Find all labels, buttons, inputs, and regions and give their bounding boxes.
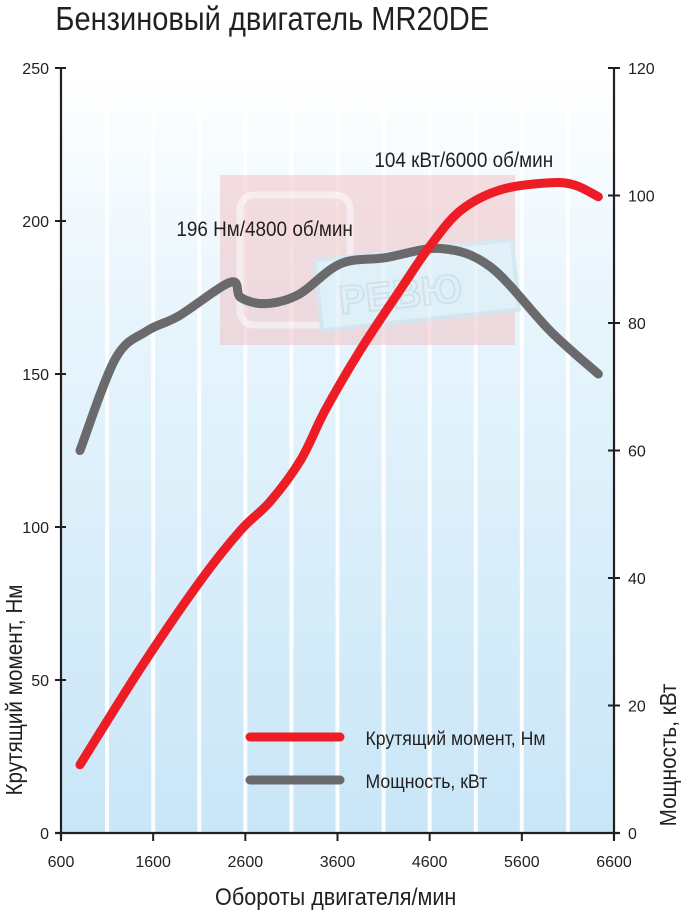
x-tick-label: 1600 [135,854,171,871]
legend: Крутящий момент, Нм Мощность, кВт [245,727,545,792]
y-axis-label-left: Крутящий момент, Нм [1,584,27,795]
legend-label-power: Мощность, кВт [365,770,487,792]
annotation-power-peak: 104 кВт/6000 об/мин [374,149,553,172]
x-tick-label: 2600 [228,854,264,871]
x-tick-label: 4600 [412,854,448,871]
annotation-torque-peak: 196 Нм/4800 об/мин [176,218,352,241]
y-axis-label-right: Мощность, кВт [655,684,681,827]
y-tick-label-right: 0 [628,826,637,843]
y-tick-label-right: 60 [628,444,646,461]
y-tick-label-left: 200 [22,214,49,231]
y-tick-label-right: 120 [628,61,655,78]
x-tick-label: 6600 [596,854,632,871]
x-tick-label: 3600 [320,854,356,871]
y-tick-label-left: 250 [22,61,49,78]
y-tick-label-right: 80 [628,316,646,333]
x-axis-label: Обороты двигателя/мин [215,883,456,910]
y-tick-label-left: 150 [22,367,49,384]
y-tick-label-left: 100 [22,520,49,537]
y-tick-label-right: 20 [628,699,646,716]
chart-title: Бензиновый двигатель MR20DE [55,0,489,37]
y-tick-label-left: 50 [31,673,49,690]
y-tick-label-right: 40 [628,571,646,588]
y-tick-label-left: 0 [40,826,49,843]
x-tick-label: 600 [48,854,75,871]
legend-label-torque: Крутящий момент, Нм [365,727,545,749]
power-line [75,178,603,770]
x-tick-label: 5600 [504,854,540,871]
y-tick-label-right: 100 [628,189,655,206]
